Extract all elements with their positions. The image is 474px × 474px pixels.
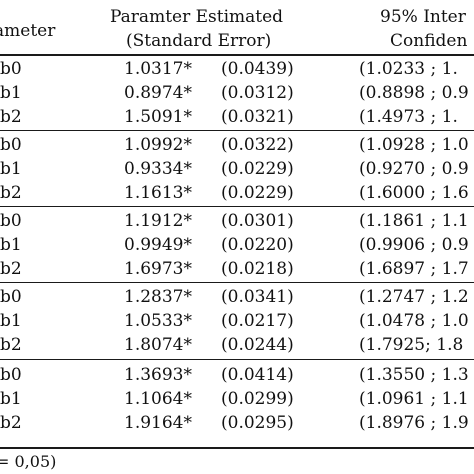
cell-parameter: b1 [0, 311, 22, 331]
cell-estimate: 0.9949* [124, 235, 192, 255]
cell-standard-error: (0.0220) [221, 235, 294, 255]
table-row: b1 1.0533* (0.0217) (1.0478 ; 1.0 [0, 309, 474, 333]
header-estimate-line2: (Standard Error) [126, 31, 272, 51]
cell-estimate: 1.3693* [124, 365, 192, 385]
table-row: b0 1.0317* (0.0439) (1.0233 ; 1. [0, 57, 474, 81]
table-row: b2 1.5091* (0.0321) (1.4973 ; 1. [0, 105, 474, 129]
group-separator [0, 206, 474, 207]
header-estimate-line1: Paramter Estimated [110, 7, 284, 27]
table-row: b0 1.0992* (0.0322) (1.0928 ; 1.0 [0, 133, 474, 157]
cell-standard-error: (0.0312) [221, 83, 294, 103]
cell-confidence-interval: (1.7925; 1.8 [359, 335, 464, 355]
cell-confidence-interval: (1.1861 ; 1.1 [359, 211, 469, 231]
cell-estimate: 1.0317* [124, 59, 192, 79]
table-row: b2 1.9164* (0.0295) (1.8976 ; 1.9 [0, 411, 474, 435]
cell-standard-error: (0.0217) [221, 311, 294, 331]
cell-estimate: 0.8974* [124, 83, 192, 103]
table-row: b2 1.6973* (0.0218) (1.6897 ; 1.7 [0, 257, 474, 281]
cell-parameter: b0 [0, 59, 22, 79]
cell-parameter: b2 [0, 413, 22, 433]
cell-standard-error: (0.0439) [221, 59, 294, 79]
table-row: b0 1.2837* (0.0341) (1.2747 ; 1.2 [0, 285, 474, 309]
cell-standard-error: (0.0229) [221, 159, 294, 179]
header-ci-line2: Confiden [390, 31, 468, 51]
cell-standard-error: (0.0321) [221, 107, 294, 127]
table-row: b1 0.9949* (0.0220) (0.9906 ; 0.9 [0, 233, 474, 257]
cell-standard-error: (0.0414) [221, 365, 294, 385]
cell-parameter: b2 [0, 183, 22, 203]
cell-confidence-interval: (1.0478 ; 1.0 [359, 311, 469, 331]
cell-confidence-interval: (1.2747 ; 1.2 [359, 287, 469, 307]
cell-standard-error: (0.0229) [221, 183, 294, 203]
table-row: b0 1.3693* (0.0414) (1.3550 ; 1.3 [0, 363, 474, 387]
header-rule [0, 54, 474, 56]
cell-standard-error: (0.0218) [221, 259, 294, 279]
cell-estimate: 1.0533* [124, 311, 192, 331]
cell-confidence-interval: (1.8976 ; 1.9 [359, 413, 469, 433]
cell-estimate: 1.8074* [124, 335, 192, 355]
table-row: b1 0.9334* (0.0229) (0.9270 ; 0.9 [0, 157, 474, 181]
table-row: b1 1.1064* (0.0299) (1.0961 ; 1.1 [0, 387, 474, 411]
cell-parameter: b1 [0, 159, 22, 179]
cell-confidence-interval: (1.3550 ; 1.3 [359, 365, 469, 385]
header-ci-line1: 95% Inter [380, 7, 466, 27]
header-parameter: ameter [0, 21, 56, 41]
group-separator [0, 130, 474, 131]
cell-estimate: 0.9334* [124, 159, 192, 179]
cell-parameter: b0 [0, 211, 22, 231]
cell-confidence-interval: (0.8898 ; 0.9 [359, 83, 469, 103]
cell-standard-error: (0.0341) [221, 287, 294, 307]
cell-estimate: 1.2837* [124, 287, 192, 307]
cell-parameter: b1 [0, 83, 22, 103]
cell-parameter: b0 [0, 135, 22, 155]
cell-standard-error: (0.0322) [221, 135, 294, 155]
cell-estimate: 1.0992* [124, 135, 192, 155]
bottom-rule [0, 447, 474, 449]
cell-parameter: b2 [0, 107, 22, 127]
cell-estimate: 1.6973* [124, 259, 192, 279]
group-separator [0, 282, 474, 283]
cell-confidence-interval: (1.0233 ; 1. [359, 59, 458, 79]
cell-parameter: b2 [0, 335, 22, 355]
group-separator [0, 359, 474, 360]
footnote: = 0,05) [0, 452, 57, 471]
cell-standard-error: (0.0301) [221, 211, 294, 231]
cell-confidence-interval: (1.0928 ; 1.0 [359, 135, 469, 155]
cell-confidence-interval: (1.6000 ; 1.6 [359, 183, 469, 203]
cell-confidence-interval: (1.6897 ; 1.7 [359, 259, 469, 279]
table-row: b2 1.8074* (0.0244) (1.7925; 1.8 [0, 333, 474, 357]
cell-parameter: b0 [0, 365, 22, 385]
cell-estimate: 1.5091* [124, 107, 192, 127]
cell-parameter: b0 [0, 287, 22, 307]
table-row: b0 1.1912* (0.0301) (1.1861 ; 1.1 [0, 209, 474, 233]
cell-standard-error: (0.0295) [221, 413, 294, 433]
cell-standard-error: (0.0299) [221, 389, 294, 409]
cell-confidence-interval: (1.4973 ; 1. [359, 107, 458, 127]
cell-estimate: 1.1912* [124, 211, 192, 231]
cell-confidence-interval: (1.0961 ; 1.1 [359, 389, 469, 409]
cell-estimate: 1.1613* [124, 183, 192, 203]
table-row: b1 0.8974* (0.0312) (0.8898 ; 0.9 [0, 81, 474, 105]
cell-standard-error: (0.0244) [221, 335, 294, 355]
cell-parameter: b2 [0, 259, 22, 279]
cell-parameter: b1 [0, 389, 22, 409]
cell-confidence-interval: (0.9270 ; 0.9 [359, 159, 469, 179]
cell-estimate: 1.9164* [124, 413, 192, 433]
cell-parameter: b1 [0, 235, 22, 255]
cell-confidence-interval: (0.9906 ; 0.9 [359, 235, 469, 255]
cell-estimate: 1.1064* [124, 389, 192, 409]
table-row: b2 1.1613* (0.0229) (1.6000 ; 1.6 [0, 181, 474, 205]
